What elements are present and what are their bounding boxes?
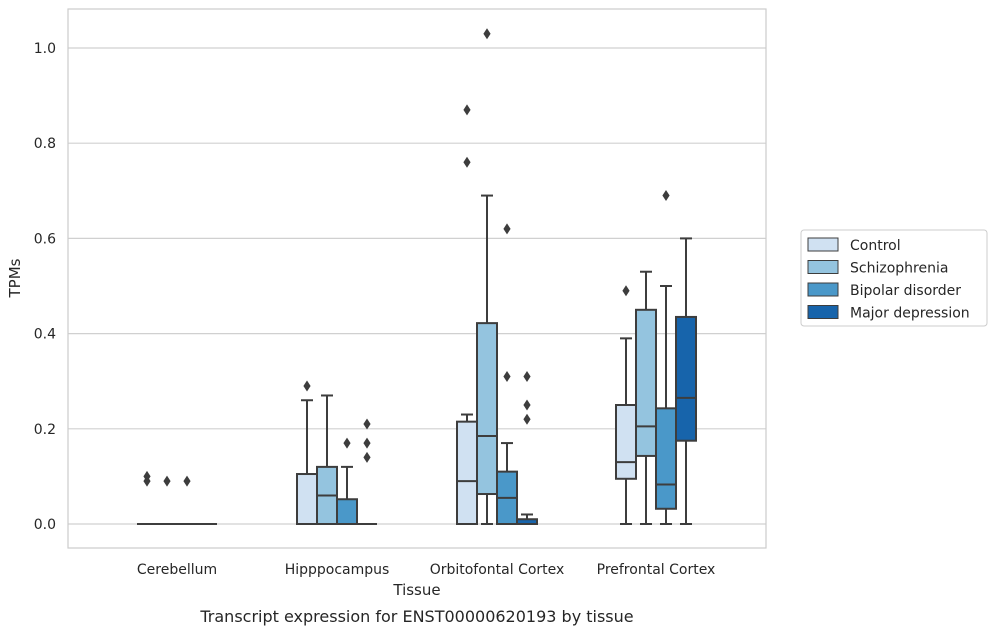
y-tick-label: 0.4 <box>34 327 56 343</box>
box-schizophrenia <box>316 394 338 526</box>
outlier-point <box>163 475 171 487</box>
box-control <box>137 470 157 525</box>
boxes <box>137 28 697 526</box>
y-tick-label: 0.2 <box>34 422 56 438</box>
outlier-point <box>503 223 511 235</box>
box-schizophrenia <box>157 475 177 525</box>
outlier-point <box>183 475 191 487</box>
box-bipolar-disorder <box>496 223 518 526</box>
outlier-point <box>363 418 371 430</box>
legend: Control Schizophrenia Bipolar disorder Majo… <box>800 229 988 327</box>
legend-label: Control <box>850 238 901 254</box>
legend-item: Control <box>807 237 901 254</box>
x-axis-label: Tissue <box>392 581 440 599</box>
legend-label: Bipolar disorder <box>850 283 961 299</box>
box-body <box>635 308 657 457</box>
legend-item: Bipolar disorder <box>807 282 961 299</box>
legend-swatch <box>807 260 839 274</box>
y-tick-label: 1.0 <box>34 41 56 57</box>
outlier-point <box>303 380 311 392</box>
outlier-point <box>463 156 471 168</box>
box-control <box>296 380 318 525</box>
outlier-point <box>523 399 531 411</box>
box-major-depression <box>675 237 697 525</box>
y-tick-label: 0.8 <box>34 136 56 152</box>
box-bipolar-disorder <box>336 437 358 525</box>
box-bipolar-disorder <box>177 475 197 525</box>
box-major-depression <box>357 418 377 525</box>
box-body <box>456 420 478 525</box>
box-body <box>336 498 358 525</box>
x-tick-label: Prefrontal Cortex <box>597 562 716 578</box>
x-tick-label: Orbitofontal Cortex <box>430 562 565 578</box>
x-tick-label: Hipppocampus <box>285 562 390 578</box>
outlier-point <box>463 104 471 116</box>
legend-swatch <box>807 305 839 319</box>
y-tick-label: 0.0 <box>34 517 56 533</box>
outlier-point <box>363 437 371 449</box>
chart-caption: Transcript expression for ENST0000062019… <box>199 607 633 626</box>
outlier-point <box>343 437 351 449</box>
x-tick-label: Cerebellum <box>137 562 217 578</box>
y-tick-label: 0.6 <box>34 231 56 247</box>
x-axis-ticks: Cerebellum Hipppocampus Orbitofontal Corte… <box>137 562 715 578</box>
outlier-point <box>483 28 491 40</box>
box-schizophrenia <box>635 270 657 525</box>
legend-label: Schizophrenia <box>850 261 948 277</box>
y-axis-label: TPMs <box>6 258 24 298</box>
legend-swatch <box>807 237 839 252</box>
box-body <box>655 407 677 510</box>
box-body <box>615 404 637 480</box>
box-body <box>675 315 697 442</box>
outlier-point <box>662 190 670 202</box>
box-major-depression <box>516 370 538 525</box>
legend-item: Schizophrenia <box>807 260 948 277</box>
y-axis-ticks: 0.0 0.2 0.4 0.6 0.8 1.0 <box>34 41 56 533</box>
box-control <box>456 104 478 525</box>
box-bipolar-disorder <box>655 190 677 525</box>
legend-label: Major depression <box>850 306 970 322</box>
outlier-point <box>622 285 630 297</box>
legend-swatch <box>807 282 839 297</box>
box-body <box>296 473 318 525</box>
box-schizophrenia <box>476 28 498 525</box>
outlier-point <box>143 470 151 482</box>
box-body <box>476 322 498 496</box>
box-control <box>615 285 637 525</box>
outlier-point <box>363 451 371 463</box>
legend-frame <box>800 229 988 327</box>
outlier-point <box>503 370 511 382</box>
outlier-point <box>523 413 531 425</box>
legend-item: Major depression <box>807 305 970 322</box>
plot-area-frame <box>67 8 767 549</box>
outlier-point <box>523 370 531 382</box>
